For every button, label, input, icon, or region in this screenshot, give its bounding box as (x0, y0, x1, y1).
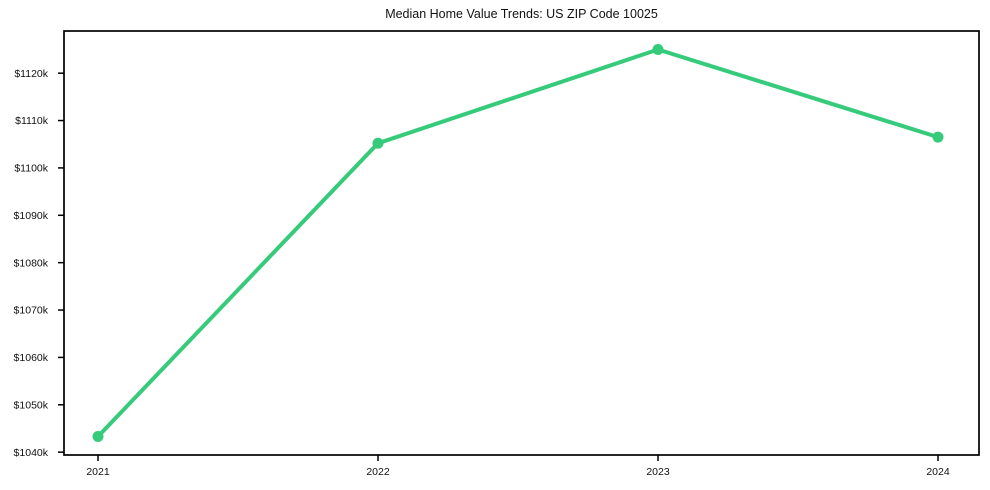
x-axis-tick-label: 2021 (86, 466, 110, 478)
data-point-marker (652, 43, 664, 55)
x-axis-tick-label: 2022 (366, 466, 390, 478)
y-axis-tick-label: $1110k (15, 115, 49, 127)
y-axis-tick-label: $1090k (14, 210, 49, 222)
data-point-marker (372, 137, 384, 149)
y-axis-tick-label: $1100k (14, 163, 48, 175)
data-point-marker (932, 131, 944, 143)
x-axis-tick-label: 2023 (646, 466, 670, 478)
plot-border (63, 30, 980, 456)
y-axis-tick-label: $1060k (14, 352, 49, 364)
x-axis-tick-label: 2024 (926, 466, 950, 478)
y-axis-tick-label: $1120k (14, 68, 48, 80)
data-point-marker (92, 431, 104, 443)
y-axis-tick-label: $1070k (14, 305, 49, 317)
y-axis-tick-label: $1050k (14, 399, 49, 411)
chart-title: Median Home Value Trends: US ZIP Code 10… (385, 7, 658, 21)
y-axis-tick-label: $1080k (14, 257, 49, 269)
y-axis-tick-label: $1040k (14, 447, 49, 459)
trend-line (96, 47, 940, 439)
